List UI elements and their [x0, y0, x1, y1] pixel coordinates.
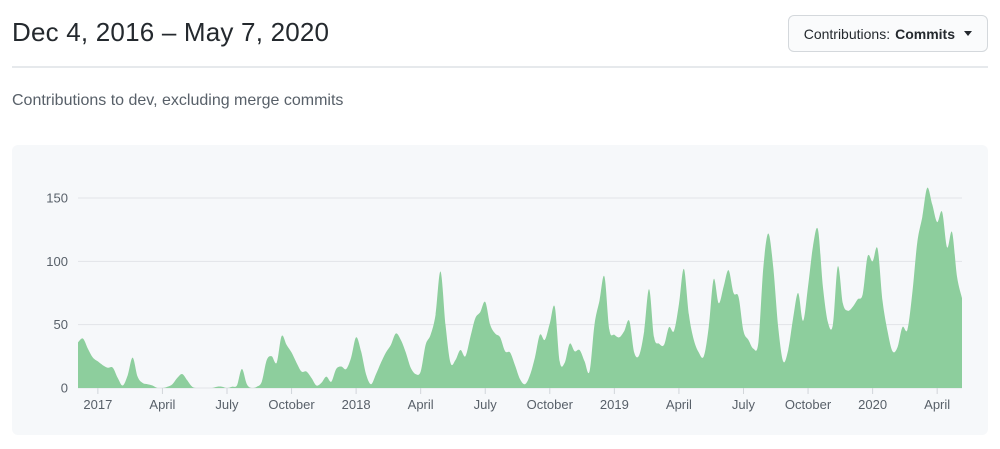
- x-tick-label: October: [268, 397, 315, 412]
- x-tick-label: 2018: [342, 397, 371, 412]
- y-tick-label: 150: [46, 191, 68, 206]
- commits-area-series: [78, 187, 962, 388]
- x-tick-label: July: [215, 397, 239, 412]
- dropdown-label: Contributions:: [803, 25, 891, 42]
- header: Dec 4, 2016 – May 7, 2020 Contributions:…: [12, 0, 988, 52]
- x-tick-label: July: [474, 397, 498, 412]
- x-tick-label: 2019: [600, 397, 629, 412]
- x-tick-label: April: [666, 397, 692, 412]
- x-tick-label: 2017: [83, 397, 112, 412]
- page-title: Dec 4, 2016 – May 7, 2020: [12, 17, 330, 47]
- y-tick-label: 0: [61, 381, 68, 396]
- chart-panel: 0 50 100 150 2017 April July October 2018 April Ju…: [12, 145, 988, 435]
- divider: [12, 66, 988, 68]
- x-tick-label: April: [149, 397, 175, 412]
- x-tick-label: October: [527, 397, 574, 412]
- x-tick-label: April: [924, 397, 950, 412]
- x-tick-label: 2020: [858, 397, 887, 412]
- chevron-down-icon: [964, 31, 972, 36]
- x-tick-label: October: [785, 397, 832, 412]
- y-tick-label: 50: [54, 317, 68, 332]
- chart-subtitle: Contributions to dev, excluding merge co…: [12, 92, 344, 109]
- contributions-area-chart: 0 50 100 150 2017 April July October 2018 April Ju…: [46, 187, 962, 412]
- x-tick-label: April: [408, 397, 434, 412]
- y-tick-label: 100: [46, 254, 68, 269]
- contributors-page: Dec 4, 2016 – May 7, 2020 Contributions:…: [12, 0, 988, 435]
- contributions-dropdown-button[interactable]: Contributions: Commits: [787, 15, 988, 52]
- dropdown-selected-value: Commits: [895, 25, 955, 42]
- x-tick-label: July: [732, 397, 756, 412]
